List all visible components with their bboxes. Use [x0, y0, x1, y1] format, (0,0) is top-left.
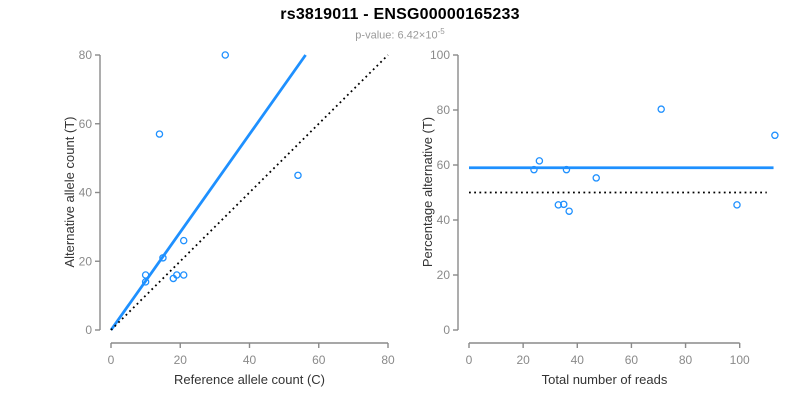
data-point: [179, 271, 188, 279]
x-tick-label: 20: [516, 353, 530, 367]
plot-panel-allele-counts: 0 20 40 60 80 0 20 40 60 80 Reference allele count…: [62, 48, 395, 387]
data-point: [294, 171, 302, 180]
x-tick-label: 80: [679, 353, 693, 367]
data-point: [155, 130, 164, 138]
y-tick-label: 60: [437, 158, 451, 172]
x-axis-label: Reference allele count (C): [174, 372, 325, 387]
x-tick-label: 60: [625, 353, 639, 367]
data-point: [179, 236, 188, 245]
data-point: [221, 51, 230, 59]
data-point: [141, 278, 150, 286]
p-value-exponent: -5: [437, 27, 445, 36]
x-tick-label: 40: [243, 353, 257, 367]
data-point: [141, 271, 150, 279]
y-tick-label: 80: [79, 48, 93, 62]
data-point: [592, 174, 600, 182]
y-tick-label: 20: [437, 268, 451, 282]
x-tick-label: 100: [730, 353, 750, 367]
data-point: [657, 105, 665, 113]
y-tick-label: 0: [443, 323, 450, 337]
y-tick-label: 80: [437, 103, 451, 117]
x-tick-label: 0: [108, 353, 115, 367]
data-point: [771, 131, 779, 140]
data-point: [535, 157, 544, 165]
y-tick-label: 40: [437, 213, 451, 227]
data-point: [565, 207, 573, 215]
data-point: [733, 201, 741, 209]
figure-title: rs3819011 - ENSG00000165233: [280, 6, 520, 23]
plot-panel-percentage-vs-reads: 0 20 40 60 80 100 0 20 40 60 80 100 Total number of …: [420, 48, 779, 387]
data-point: [530, 165, 538, 174]
y-axis-label: Alternative allele count (T): [62, 116, 77, 267]
y-tick-label: 20: [79, 254, 93, 268]
y-tick-label: 100: [430, 48, 450, 62]
data-point: [554, 201, 563, 209]
y-tick-label: 60: [79, 117, 93, 131]
x-tick-label: 20: [174, 353, 188, 367]
identity-line: [110, 54, 389, 331]
data-point: [562, 165, 571, 174]
p-value-text: p-value: 6.42×10: [355, 29, 438, 42]
x-tick-label: 0: [466, 353, 473, 367]
x-tick-label: 80: [381, 353, 395, 367]
data-point: [559, 200, 568, 209]
x-axis-label: Total number of reads: [542, 372, 668, 387]
figure-header: rs3819011 - ENSG00000165233 p-value: 6.4…: [0, 6, 800, 42]
fitted-ratio-line: [109, 54, 307, 331]
data-point: [159, 254, 167, 262]
x-tick-label: 60: [312, 353, 326, 367]
data-point: [173, 271, 181, 279]
y-axis-label: Percentage alternative (T): [420, 117, 435, 267]
p-value-subtitle: p-value: 6.42×10-5: [0, 27, 800, 42]
y-tick-label: 40: [79, 186, 93, 200]
x-tick-label: 40: [571, 353, 585, 367]
y-tick-label: 0: [85, 323, 92, 337]
